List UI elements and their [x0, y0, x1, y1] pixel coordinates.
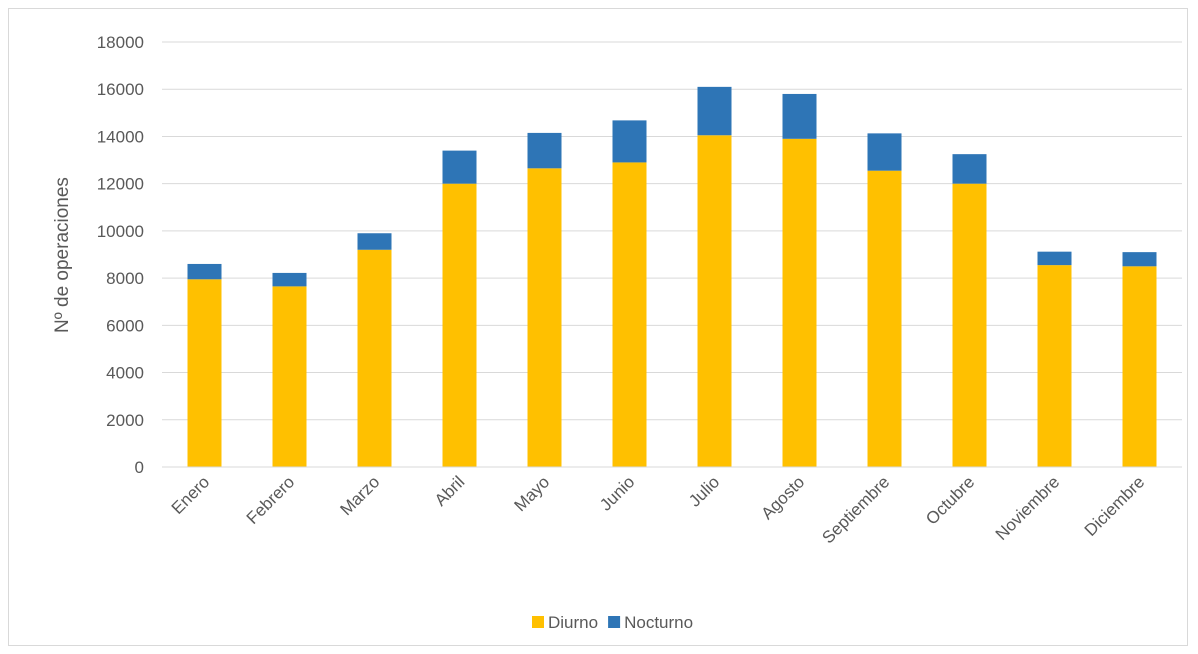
y-tick-label: 0 — [135, 458, 144, 477]
bar-diurno-febrero — [272, 286, 307, 467]
y-tick-label: 4000 — [106, 364, 144, 383]
bar-diurno-junio — [612, 162, 647, 467]
bar-nocturno-abril — [442, 150, 477, 184]
legend-swatch-diurno — [532, 616, 544, 628]
bar-diurno-abril — [442, 183, 477, 467]
bars — [187, 86, 1157, 468]
bar-diurno-mayo — [527, 168, 562, 467]
x-tick-label: Agosto — [757, 472, 808, 523]
y-tick-label: 10000 — [97, 222, 144, 241]
x-tick-label: Enero — [168, 472, 214, 518]
bar-nocturno-mayo — [527, 132, 562, 169]
x-tick-label: Abril — [431, 472, 468, 509]
bar-nocturno-agosto — [782, 93, 817, 139]
y-tick-label: 12000 — [97, 175, 144, 194]
legend-swatch-nocturno — [608, 616, 621, 628]
x-tick-label: Julio — [685, 472, 723, 510]
x-tick-label: Noviembre — [992, 472, 1064, 544]
x-axis-ticks: Enero Febrero Marzo Abril Mayo Junio Julio Agos… — [168, 472, 1149, 547]
x-tick-label: Mayo — [510, 472, 553, 515]
bar-nocturno-septiembre — [867, 133, 902, 171]
y-tick-label: 2000 — [106, 411, 144, 430]
x-tick-label: Marzo — [336, 472, 383, 519]
bar-diurno-noviembre — [1037, 265, 1072, 467]
bar-nocturno-diciembre — [1122, 252, 1157, 267]
bar-nocturno-marzo — [357, 233, 392, 250]
bar-nocturno-noviembre — [1037, 251, 1072, 266]
x-tick-label: Diciembre — [1081, 472, 1149, 540]
bar-diurno-enero — [187, 279, 222, 467]
bar-diurno-julio — [697, 135, 732, 467]
y-tick-label: 6000 — [106, 316, 144, 335]
bar-diurno-octubre — [952, 183, 987, 467]
legend-label-diurno: Diurno — [548, 613, 598, 632]
x-tick-label: Febrero — [243, 472, 299, 528]
bar-diurno-marzo — [357, 249, 392, 467]
x-tick-label: Octubre — [922, 472, 978, 528]
bar-nocturno-julio — [697, 86, 732, 136]
x-tick-label: Junio — [596, 472, 638, 514]
gridlines — [162, 41, 1182, 421]
legend-label-nocturno: Nocturno — [624, 613, 693, 632]
bar-diurno-septiembre — [867, 170, 902, 468]
legend: Diurno Nocturno — [532, 613, 693, 632]
y-tick-label: 16000 — [97, 80, 144, 99]
bar-diurno-agosto — [782, 138, 817, 468]
y-tick-label: 8000 — [106, 269, 144, 288]
y-axis-label: Nº de operaciones — [52, 177, 73, 333]
bar-diurno-diciembre — [1122, 266, 1157, 467]
y-axis-ticks: 0 2000 4000 6000 8000 10000 12000 14000 16000 180… — [97, 33, 144, 477]
bar-nocturno-junio — [612, 120, 647, 163]
y-tick-label: 18000 — [97, 33, 144, 52]
bar-nocturno-octubre — [952, 154, 987, 184]
y-tick-label: 14000 — [97, 127, 144, 146]
x-tick-label: Septiembre — [818, 472, 893, 547]
bar-nocturno-febrero — [272, 272, 307, 287]
bar-nocturno-enero — [187, 263, 222, 280]
